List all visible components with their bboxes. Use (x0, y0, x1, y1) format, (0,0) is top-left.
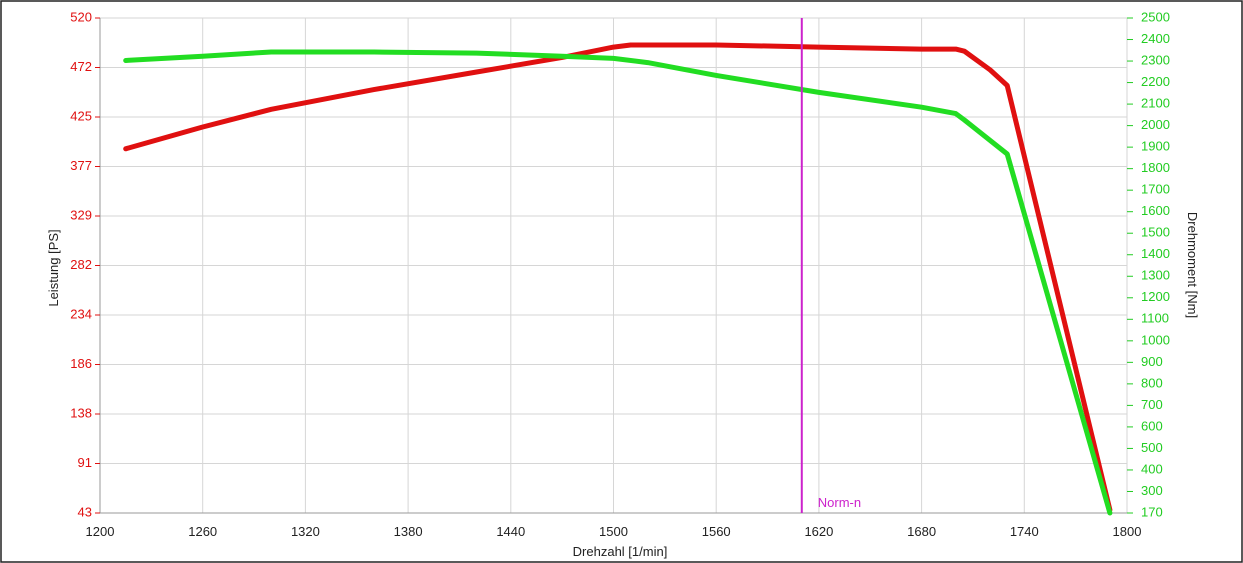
left-tick-label: 138 (70, 405, 92, 420)
x-axis-title: Drehzahl [1/min] (573, 544, 668, 559)
left-tick-label: 282 (70, 257, 92, 272)
left-tick-label: 520 (70, 9, 92, 24)
annotations: Norm-n (800, 18, 861, 513)
right-tick-label: 1200 (1141, 289, 1170, 304)
x-tick-label: 1680 (907, 524, 936, 539)
right-tick-label: 2100 (1141, 96, 1170, 111)
x-tick-label: 1800 (1113, 524, 1142, 539)
right-tick-label: 2300 (1141, 52, 1170, 67)
right-tick-label: 1700 (1141, 182, 1170, 197)
left-tick-label: 425 (70, 108, 92, 123)
right-tick-label: 2400 (1141, 31, 1170, 46)
right-axis-ticks: 2500 2400 2300 2200 2100 2000 1900 1800 1700 1600… (1127, 9, 1170, 519)
right-tick-label: 1800 (1141, 160, 1170, 175)
right-tick-label: 1300 (1141, 268, 1170, 283)
left-axis-title: Leistung [PS] (46, 229, 61, 306)
left-tick-label: 377 (70, 158, 92, 173)
right-tick-label: 1900 (1141, 139, 1170, 154)
x-tick-label: 1740 (1010, 524, 1039, 539)
right-tick-label: 170 (1141, 504, 1163, 519)
right-tick-label: 2200 (1141, 74, 1170, 89)
right-tick-label: 400 (1141, 461, 1163, 476)
left-tick-label: 234 (70, 306, 92, 321)
x-tick-label: 1440 (496, 524, 525, 539)
torque-series-line (123, 49, 1113, 516)
right-tick-label: 800 (1141, 375, 1163, 390)
left-tick-label: 91 (78, 455, 92, 470)
grid-lines (99, 17, 1128, 514)
x-tick-label: 1500 (599, 524, 628, 539)
left-tick-label: 329 (70, 207, 92, 222)
right-tick-label: 2000 (1141, 117, 1170, 132)
right-tick-label: 900 (1141, 354, 1163, 369)
x-tick-label: 1260 (188, 524, 217, 539)
right-tick-label: 1500 (1141, 225, 1170, 240)
x-tick-label: 1380 (394, 524, 423, 539)
right-tick-label: 2500 (1141, 9, 1170, 24)
right-tick-label: 1100 (1141, 311, 1169, 326)
x-tick-label: 1620 (804, 524, 833, 539)
series-lines (123, 42, 1113, 516)
x-tick-label: 1200 (86, 524, 115, 539)
right-axis-title: Drehmoment [Nm] (1185, 212, 1200, 318)
left-tick-label: 43 (78, 504, 92, 519)
right-tick-label: 600 (1141, 418, 1163, 433)
left-tick-label: 186 (70, 356, 92, 371)
norm-n-label: Norm-n (818, 495, 861, 510)
x-axis-ticks: 1200 1260 1320 1380 1440 1500 1560 1620 1680 1740… (86, 524, 1142, 539)
right-tick-label: 1600 (1141, 203, 1170, 218)
power-series-line (123, 42, 1113, 513)
left-tick-label: 472 (70, 59, 92, 74)
right-tick-label: 700 (1141, 397, 1163, 412)
x-tick-label: 1560 (702, 524, 731, 539)
right-tick-label: 1000 (1141, 332, 1170, 347)
right-tick-label: 1400 (1141, 246, 1170, 261)
right-tick-label: 500 (1141, 440, 1163, 455)
right-tick-label: 300 (1141, 483, 1163, 498)
left-axis-ticks: 520 472 425 377 329 282 234 186 138 91 43 (70, 9, 100, 519)
x-tick-label: 1320 (291, 524, 320, 539)
